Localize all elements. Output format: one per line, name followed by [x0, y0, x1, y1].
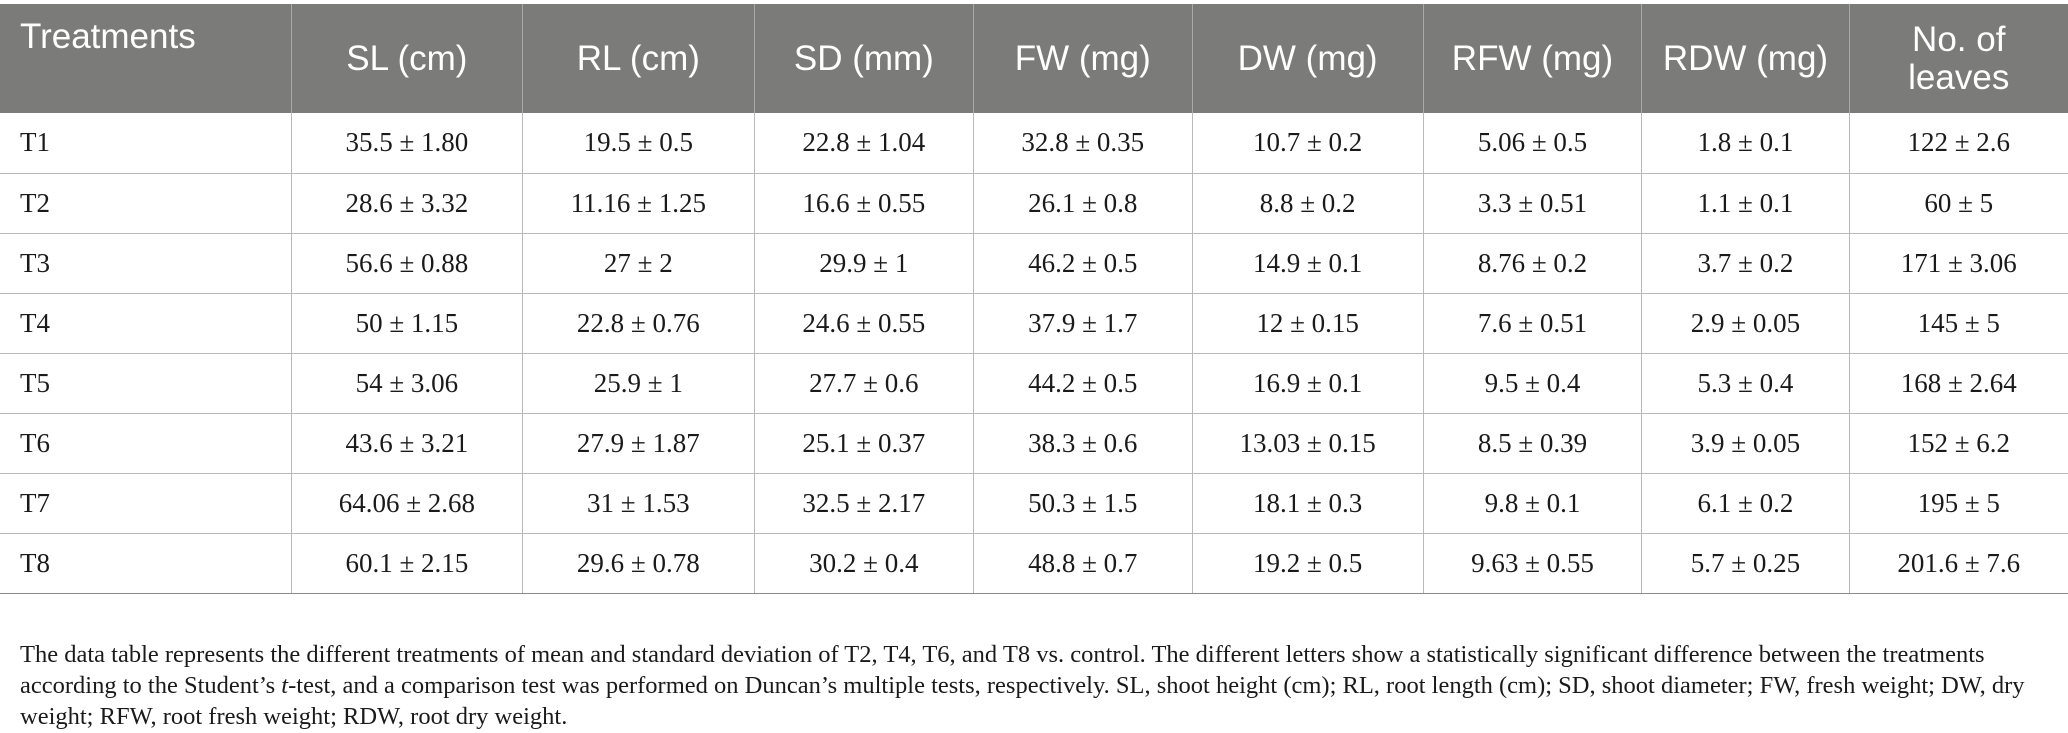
table-cell: 27 ± 2	[522, 233, 755, 294]
table-cell: 9.8 ± 0.1	[1423, 473, 1643, 534]
table-cell: 29.9 ± 1	[754, 233, 974, 294]
row-label: T1	[0, 113, 292, 174]
data-table-container: Treatments SL (cm) RL (cm) SD (mm) FW (m…	[0, 4, 2068, 594]
row-label: T8	[0, 533, 292, 594]
table-header: Treatments SL (cm) RL (cm) SD (mm) FW (m…	[0, 4, 2068, 113]
table-cell: 50 ± 1.15	[291, 293, 523, 354]
table-cell: 54 ± 3.06	[291, 353, 523, 414]
table-row: T3 56.6 ± 0.88 27 ± 2 29.9 ± 1 46.2 ± 0.…	[0, 233, 2068, 294]
table-cell: 22.8 ± 1.04	[754, 113, 974, 174]
table-cell: 56.6 ± 0.88	[291, 233, 523, 294]
footnote-italic-t: t	[281, 671, 289, 699]
header-treatments: Treatments	[0, 4, 292, 113]
table-cell: 3.3 ± 0.51	[1423, 173, 1643, 234]
row-label: T4	[0, 293, 292, 354]
table-footnote: The data table represents the different …	[20, 639, 2050, 732]
table-cell: 171 ± 3.06	[1849, 233, 2068, 294]
table-cell: 60 ± 5	[1849, 173, 2068, 234]
table-cell: 37.9 ± 1.7	[973, 293, 1193, 354]
table-row: T2 28.6 ± 3.32 11.16 ± 1.25 16.6 ± 0.55 …	[0, 173, 2068, 234]
header-no-of-leaves: No. of leaves	[1849, 4, 2068, 113]
table-cell: 168 ± 2.64	[1849, 353, 2068, 414]
table-cell: 152 ± 6.2	[1849, 413, 2068, 474]
table-cell: 25.1 ± 0.37	[754, 413, 974, 474]
table-cell: 9.63 ± 0.55	[1423, 533, 1643, 594]
table-cell: 5.7 ± 0.25	[1641, 533, 1850, 594]
table-cell: 48.8 ± 0.7	[973, 533, 1193, 594]
table-row: T1 35.5 ± 1.80 19.5 ± 0.5 22.8 ± 1.04 32…	[0, 113, 2068, 174]
table-cell: 201.6 ± 7.6	[1849, 533, 2068, 594]
table-cell: 13.03 ± 0.15	[1192, 413, 1424, 474]
table-cell: 32.5 ± 2.17	[754, 473, 974, 534]
table-cell: 64.06 ± 2.68	[291, 473, 523, 534]
table-cell: 38.3 ± 0.6	[973, 413, 1193, 474]
header-fw: FW (mg)	[973, 4, 1193, 113]
table-row: T7 64.06 ± 2.68 31 ± 1.53 32.5 ± 2.17 50…	[0, 473, 2068, 534]
table-cell: 8.5 ± 0.39	[1423, 413, 1643, 474]
table-cell: 19.2 ± 0.5	[1192, 533, 1424, 594]
footnote-text-part2: -test, and a comparison test was perform…	[20, 671, 2025, 730]
table-cell: 29.6 ± 0.78	[522, 533, 755, 594]
table-cell: 27.7 ± 0.6	[754, 353, 974, 414]
header-row: Treatments SL (cm) RL (cm) SD (mm) FW (m…	[0, 4, 2068, 113]
table-row: T5 54 ± 3.06 25.9 ± 1 27.7 ± 0.6 44.2 ± …	[0, 353, 2068, 414]
table-cell: 26.1 ± 0.8	[973, 173, 1193, 234]
header-rl: RL (cm)	[522, 4, 755, 113]
table-cell: 122 ± 2.6	[1849, 113, 2068, 174]
table-cell: 32.8 ± 0.35	[973, 113, 1193, 174]
header-sl: SL (cm)	[291, 4, 523, 113]
table-cell: 35.5 ± 1.80	[291, 113, 523, 174]
table-cell: 43.6 ± 3.21	[291, 413, 523, 474]
table-cell: 50.3 ± 1.5	[973, 473, 1193, 534]
row-label: T6	[0, 413, 292, 474]
table-cell: 12 ± 0.15	[1192, 293, 1424, 354]
table-row: T4 50 ± 1.15 22.8 ± 0.76 24.6 ± 0.55 37.…	[0, 293, 2068, 354]
table-cell: 8.76 ± 0.2	[1423, 233, 1643, 294]
table-cell: 44.2 ± 0.5	[973, 353, 1193, 414]
table-cell: 145 ± 5	[1849, 293, 2068, 354]
table-cell: 30.2 ± 0.4	[754, 533, 974, 594]
table-cell: 11.16 ± 1.25	[522, 173, 755, 234]
table-row: T6 43.6 ± 3.21 27.9 ± 1.87 25.1 ± 0.37 3…	[0, 413, 2068, 474]
table-cell: 14.9 ± 0.1	[1192, 233, 1424, 294]
table-cell: 25.9 ± 1	[522, 353, 755, 414]
table-cell: 5.06 ± 0.5	[1423, 113, 1643, 174]
table-cell: 60.1 ± 2.15	[291, 533, 523, 594]
row-label: T5	[0, 353, 292, 414]
table-body: T1 35.5 ± 1.80 19.5 ± 0.5 22.8 ± 1.04 32…	[0, 113, 2068, 594]
table-cell: 1.8 ± 0.1	[1641, 113, 1850, 174]
table-row: T8 60.1 ± 2.15 29.6 ± 0.78 30.2 ± 0.4 48…	[0, 533, 2068, 594]
table-cell: 16.9 ± 0.1	[1192, 353, 1424, 414]
data-table: Treatments SL (cm) RL (cm) SD (mm) FW (m…	[0, 4, 2068, 594]
table-cell: 10.7 ± 0.2	[1192, 113, 1424, 174]
table-cell: 19.5 ± 0.5	[522, 113, 755, 174]
table-cell: 7.6 ± 0.51	[1423, 293, 1643, 354]
table-cell: 5.3 ± 0.4	[1641, 353, 1850, 414]
table-cell: 31 ± 1.53	[522, 473, 755, 534]
table-cell: 3.7 ± 0.2	[1641, 233, 1850, 294]
table-cell: 6.1 ± 0.2	[1641, 473, 1850, 534]
header-rdw: RDW (mg)	[1641, 4, 1850, 113]
row-label: T2	[0, 173, 292, 234]
row-label: T7	[0, 473, 292, 534]
table-cell: 18.1 ± 0.3	[1192, 473, 1424, 534]
header-dw: DW (mg)	[1192, 4, 1424, 113]
header-sd: SD (mm)	[754, 4, 974, 113]
table-cell: 46.2 ± 0.5	[973, 233, 1193, 294]
row-label: T3	[0, 233, 292, 294]
table-cell: 2.9 ± 0.05	[1641, 293, 1850, 354]
table-cell: 9.5 ± 0.4	[1423, 353, 1643, 414]
table-cell: 28.6 ± 3.32	[291, 173, 523, 234]
table-cell: 195 ± 5	[1849, 473, 2068, 534]
table-cell: 27.9 ± 1.87	[522, 413, 755, 474]
table-cell: 24.6 ± 0.55	[754, 293, 974, 354]
table-cell: 3.9 ± 0.05	[1641, 413, 1850, 474]
table-cell: 1.1 ± 0.1	[1641, 173, 1850, 234]
header-rfw: RFW (mg)	[1423, 4, 1643, 113]
table-cell: 16.6 ± 0.55	[754, 173, 974, 234]
footnote-text-part1: The data table represents the different …	[20, 640, 1985, 699]
table-cell: 8.8 ± 0.2	[1192, 173, 1424, 234]
table-cell: 22.8 ± 0.76	[522, 293, 755, 354]
